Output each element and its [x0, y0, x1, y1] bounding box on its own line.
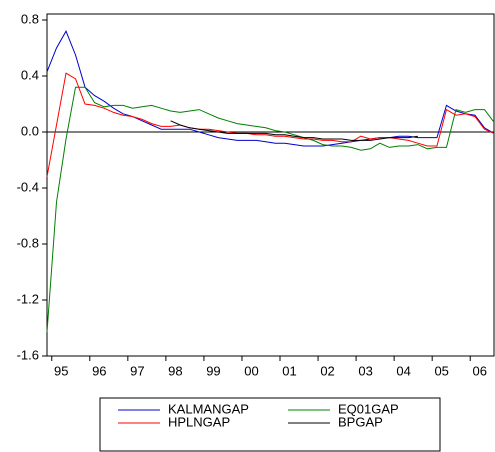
series-line: [170, 120, 418, 141]
x-tick-label: 95: [54, 363, 68, 378]
x-tick-label: 98: [168, 363, 182, 378]
x-tick-label: 97: [130, 363, 144, 378]
y-tick-label: 0.0: [21, 123, 39, 138]
x-tick-label: 05: [434, 363, 448, 378]
y-tick-label: 0.8: [21, 11, 39, 26]
legend-label: BPGAP: [338, 414, 383, 429]
legend-label: EQ01GAP: [338, 401, 399, 416]
y-tick-label: -0.8: [17, 235, 39, 250]
y-tick-label: -1.6: [17, 347, 39, 362]
x-tick-label: 01: [282, 363, 296, 378]
legend-box: [99, 397, 441, 452]
series-line: [46, 86, 495, 333]
y-tick-label: -0.4: [17, 179, 39, 194]
x-tick-label: 96: [92, 363, 106, 378]
legend-label: HPLNGAP: [168, 414, 230, 429]
legend-label: KALMANGAP: [168, 401, 249, 416]
x-tick-label: 00: [244, 363, 258, 378]
x-tick-label: 99: [206, 363, 220, 378]
x-tick-label: 04: [396, 363, 410, 378]
y-tick-label: 0.4: [21, 67, 39, 82]
series-line: [46, 72, 495, 177]
x-tick-label: 03: [358, 363, 372, 378]
x-tick-label: 02: [320, 363, 334, 378]
plot-frame: [46, 13, 495, 357]
x-tick-label: 06: [472, 363, 486, 378]
series-line: [46, 30, 495, 147]
y-tick-label: -1.2: [17, 291, 39, 306]
